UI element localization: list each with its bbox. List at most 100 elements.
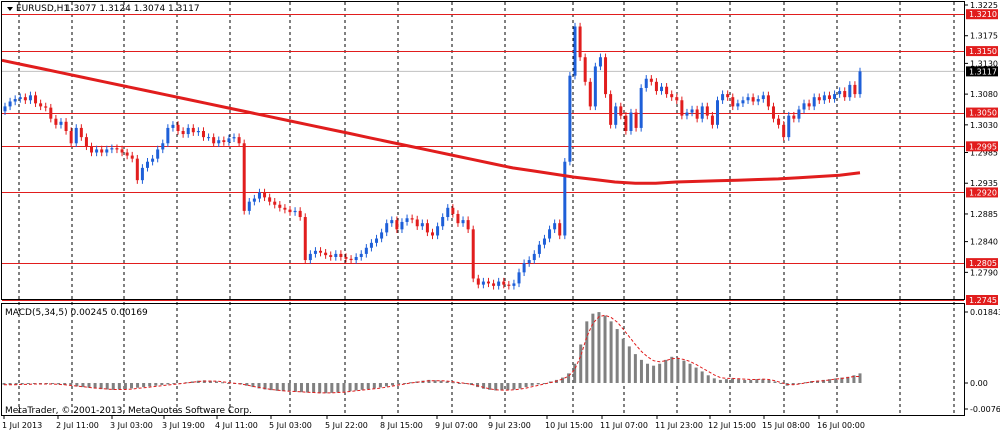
candle-body bbox=[497, 281, 501, 286]
macd-bar bbox=[8, 383, 12, 385]
macd-bar bbox=[451, 382, 455, 384]
price-axis[interactable]: 1.32251.31751.31301.30801.30301.29851.29… bbox=[964, 1, 998, 277]
macd-bar bbox=[524, 383, 528, 388]
macd-bar bbox=[670, 356, 674, 383]
candle-body bbox=[329, 255, 333, 257]
time-axis[interactable]: 1 Jul 2013 2 Jul 11:00 3 Jul 03:00 3 Jul 19… bbox=[2, 416, 865, 430]
candle-body bbox=[598, 57, 602, 67]
macd-bar bbox=[360, 383, 364, 390]
macd-bar bbox=[111, 383, 115, 390]
macd-bar bbox=[427, 379, 431, 383]
macd-bar bbox=[154, 383, 158, 386]
current-price-box bbox=[966, 66, 998, 77]
price-tick-label: 1.3175 bbox=[970, 32, 998, 41]
candle-body bbox=[685, 112, 689, 116]
horizontal-levels[interactable] bbox=[2, 14, 964, 301]
macd-bar bbox=[324, 383, 328, 394]
candle-body bbox=[222, 140, 226, 143]
time-tick-label: 3 Jul 03:00 bbox=[110, 421, 153, 430]
candle-body bbox=[110, 148, 114, 150]
candle-body bbox=[395, 220, 399, 230]
candle-body bbox=[420, 223, 424, 227]
macd-bar bbox=[512, 383, 516, 390]
macd-bar bbox=[99, 383, 103, 390]
macd-bar bbox=[251, 383, 255, 388]
macd-bar bbox=[542, 383, 546, 384]
macd-bar bbox=[712, 378, 716, 383]
macd-bar bbox=[63, 383, 67, 386]
candle-body bbox=[527, 260, 531, 264]
candle-body bbox=[288, 209, 292, 213]
macd-subwindow-frame[interactable] bbox=[1, 303, 965, 416]
candle-body bbox=[140, 167, 144, 181]
macd-signal-line bbox=[4, 314, 860, 394]
level-label: 1.2920 bbox=[969, 188, 997, 197]
macd-bar bbox=[245, 383, 249, 386]
candle-body bbox=[257, 192, 261, 199]
candle-body bbox=[319, 250, 323, 253]
candle-body bbox=[716, 100, 719, 125]
macd-axis[interactable]: 0.01843 0.00 -0.00764 bbox=[964, 308, 1000, 414]
candle-body bbox=[375, 238, 379, 243]
macd-bar bbox=[597, 312, 601, 383]
candle-body bbox=[700, 106, 704, 119]
candle-body bbox=[476, 278, 480, 285]
time-tick-label: 9 Jul 23:00 bbox=[488, 421, 531, 430]
candle-body bbox=[731, 97, 735, 107]
candle-body bbox=[242, 143, 246, 211]
macd-bar bbox=[445, 381, 449, 383]
candle-body bbox=[537, 244, 541, 254]
macd-bar bbox=[846, 376, 850, 383]
candle-body bbox=[512, 283, 516, 286]
candle-body bbox=[614, 106, 618, 125]
macd-bar bbox=[494, 383, 498, 391]
macd-bar bbox=[658, 363, 662, 383]
candle-body bbox=[451, 207, 455, 214]
candle-body bbox=[59, 121, 63, 125]
candle-body bbox=[619, 106, 623, 116]
time-tick-label: 15 Jul 08:00 bbox=[762, 421, 810, 430]
macd-bar bbox=[822, 379, 826, 383]
macd-bar bbox=[639, 359, 643, 383]
candle-body bbox=[827, 95, 831, 100]
candle-body bbox=[787, 115, 791, 138]
chart-title: EURUSD,H1 1.3077 1.3124 1.3074 1.3117 bbox=[7, 4, 200, 14]
macd-bar bbox=[348, 383, 352, 392]
macd-bar bbox=[828, 379, 832, 383]
macd-bar bbox=[536, 383, 540, 385]
candle-body bbox=[359, 253, 363, 257]
candles-group bbox=[3, 22, 862, 290]
macd-bar bbox=[591, 313, 595, 383]
macd-bar bbox=[257, 383, 261, 389]
triangle-down-icon[interactable] bbox=[7, 7, 13, 11]
macd-bar bbox=[160, 383, 164, 386]
candle-body bbox=[278, 204, 282, 208]
level-label-box bbox=[966, 46, 998, 57]
level-labels: 1.32101.31501.30501.29951.29201.28051.27… bbox=[966, 9, 998, 305]
candle-body bbox=[212, 137, 216, 144]
candle-body bbox=[431, 232, 434, 236]
macd-bar bbox=[93, 383, 97, 389]
candle-body bbox=[522, 263, 526, 273]
main-chart-frame[interactable] bbox=[1, 1, 965, 300]
time-tick-label: 4 Jul 11:00 bbox=[215, 421, 258, 430]
candle-body bbox=[425, 223, 429, 233]
macd-bar bbox=[57, 383, 61, 385]
time-tick-label: 11 Jul 07:00 bbox=[600, 421, 648, 430]
candle-body bbox=[486, 281, 490, 284]
macd-bar bbox=[214, 381, 218, 383]
candle-body bbox=[298, 210, 302, 218]
candle-body bbox=[583, 57, 587, 82]
macd-bar bbox=[318, 383, 322, 394]
candle-body bbox=[303, 217, 307, 261]
candle-body bbox=[166, 127, 170, 144]
level-label: 1.3210 bbox=[969, 10, 997, 19]
macd-bar bbox=[391, 383, 395, 386]
candle-body bbox=[466, 220, 470, 230]
macd-bar bbox=[682, 360, 686, 383]
macd-bar bbox=[743, 379, 747, 383]
macd-bar bbox=[694, 367, 698, 383]
macd-bar bbox=[263, 383, 267, 390]
